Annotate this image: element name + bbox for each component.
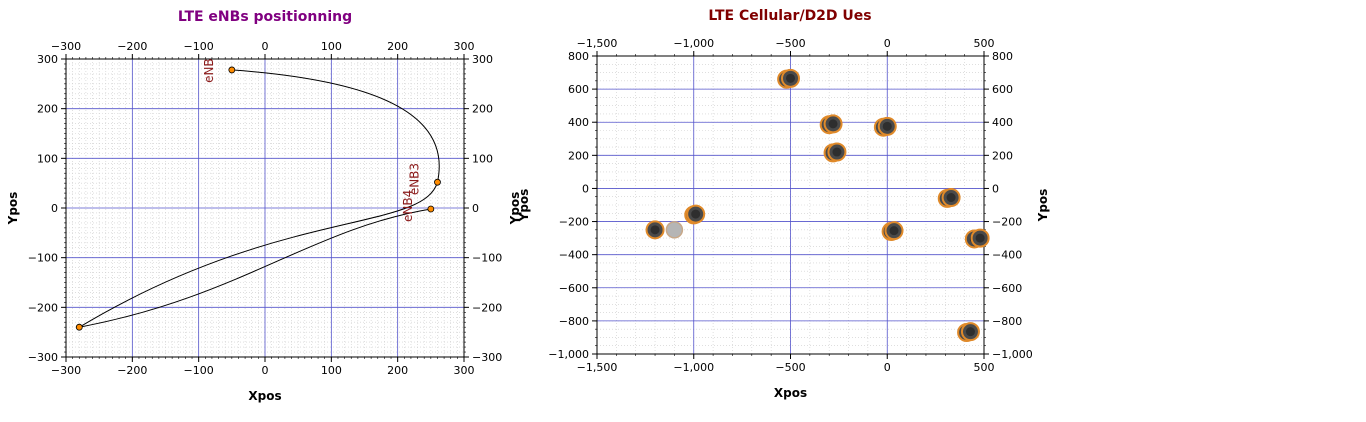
ticks: −300−300−200−200−100−1000010010020020030… — [28, 40, 502, 377]
y-axis-label-right: Ypos — [1036, 189, 1050, 223]
y-tick-label-left: −200 — [559, 216, 589, 229]
x-tick-label-top: −100 — [184, 40, 214, 53]
y-tick-label-left: 200 — [37, 103, 58, 116]
enb-point-label: eNB4 — [401, 190, 415, 222]
chart-1: −300−300−200−200−100−1000010010020020030… — [6, 9, 522, 403]
y-tick-label-left: 100 — [37, 152, 58, 165]
x-tick-label-bottom: −1,500 — [577, 361, 618, 374]
ue-point-core — [650, 225, 660, 235]
y-tick-label-right: −800 — [992, 315, 1022, 328]
y-tick-label-left: −1,000 — [548, 348, 589, 361]
ue-point-core — [975, 233, 985, 243]
y-axis-label-right: Ypos — [508, 192, 522, 226]
y-tick-label-right: 800 — [992, 50, 1013, 63]
y-tick-label-right: 100 — [472, 152, 493, 165]
y-tick-label-left: 0 — [582, 182, 589, 195]
y-tick-label-left: 200 — [568, 149, 589, 162]
y-tick-label-left: −600 — [559, 282, 589, 295]
x-tick-label-top: 100 — [321, 40, 342, 53]
y-tick-label-right: −200 — [992, 216, 1022, 229]
y-tick-label-right: 400 — [992, 116, 1013, 129]
chart-2: −1,500−1,500−1,000−1,000−500−50000500500… — [517, 8, 1050, 400]
enb-connection-curve — [79, 69, 440, 328]
y-tick-label-left: −400 — [559, 249, 589, 262]
y-tick-label-right: 0 — [992, 182, 999, 195]
x-tick-label-bottom: 0 — [884, 361, 891, 374]
y-tick-label-left: 600 — [568, 83, 589, 96]
ue-point-core — [691, 209, 701, 219]
enb-point — [434, 178, 441, 186]
x-tick-label-bottom: 300 — [454, 364, 475, 377]
ue-point-core — [965, 327, 975, 337]
enb-point — [427, 205, 435, 213]
y-tick-label-left: −100 — [28, 252, 58, 265]
enb-point-label: eNB3 — [407, 163, 421, 195]
ue-point-core — [882, 121, 892, 131]
x-axis-label: Xpos — [774, 386, 807, 400]
y-tick-label-left: −200 — [28, 301, 58, 314]
y-tick-label-right: −200 — [472, 301, 502, 314]
ue-point-core — [828, 119, 838, 129]
enb-point — [228, 66, 236, 74]
y-tick-label-right: −300 — [472, 351, 502, 364]
ue-point-core — [889, 226, 899, 236]
y-tick-label-right: 600 — [992, 83, 1013, 96]
x-tick-label-bottom: −200 — [117, 364, 147, 377]
enb-point-label: eNB — [202, 58, 216, 83]
chart-title: LTE Cellular/D2D Ues — [708, 8, 871, 24]
enb-point — [75, 323, 83, 331]
y-tick-label-left: −300 — [28, 351, 58, 364]
ue-point-core — [946, 193, 956, 203]
ue-point-core — [832, 147, 842, 157]
y-tick-label-left: 400 — [568, 116, 589, 129]
x-tick-label-bottom: 100 — [321, 364, 342, 377]
x-tick-label-top: 500 — [974, 37, 995, 50]
y-tick-label-right: −100 — [472, 252, 502, 265]
y-tick-label-left: 0 — [51, 202, 58, 215]
y-tick-label-right: −600 — [992, 282, 1022, 295]
x-tick-label-bottom: −1,000 — [673, 361, 714, 374]
x-tick-label-top: 0 — [884, 37, 891, 50]
x-tick-label-top: 0 — [262, 40, 269, 53]
x-axis-label: Xpos — [248, 389, 281, 403]
y-axis-label-left: Ypos — [6, 192, 20, 226]
x-tick-label-top: −1,000 — [673, 37, 714, 50]
y-tick-label-right: 0 — [472, 202, 479, 215]
ticks: −1,500−1,500−1,000−1,000−500−50000500500… — [548, 37, 1032, 374]
chart-title: LTE eNBs positionning — [178, 9, 352, 25]
x-tick-label-bottom: −300 — [51, 364, 81, 377]
major-grid — [596, 55, 985, 355]
x-tick-label-top: −300 — [51, 40, 81, 53]
y-tick-label-left: 300 — [37, 53, 58, 66]
x-tick-label-top: −1,500 — [577, 37, 618, 50]
ue-point-core — [786, 73, 795, 83]
x-tick-label-bottom: 0 — [262, 364, 269, 377]
y-tick-label-right: 200 — [472, 103, 493, 116]
y-tick-label-left: 800 — [568, 50, 589, 63]
x-tick-label-bottom: 500 — [974, 361, 995, 374]
y-tick-label-left: −800 — [559, 315, 589, 328]
x-tick-label-bottom: −500 — [775, 361, 805, 374]
x-tick-label-top: −200 — [117, 40, 147, 53]
y-axis-label-left: Ypos — [517, 189, 531, 223]
y-tick-label-right: −400 — [992, 249, 1022, 262]
y-tick-label-right: −1,000 — [992, 348, 1033, 361]
x-tick-label-top: −500 — [775, 37, 805, 50]
x-tick-label-top: 300 — [454, 40, 475, 53]
ue-point-gray — [665, 221, 684, 239]
x-tick-label-bottom: 200 — [387, 364, 408, 377]
x-tick-label-top: 200 — [387, 40, 408, 53]
y-tick-label-right: 200 — [992, 149, 1013, 162]
y-tick-label-right: 300 — [472, 53, 493, 66]
x-tick-label-bottom: −100 — [184, 364, 214, 377]
